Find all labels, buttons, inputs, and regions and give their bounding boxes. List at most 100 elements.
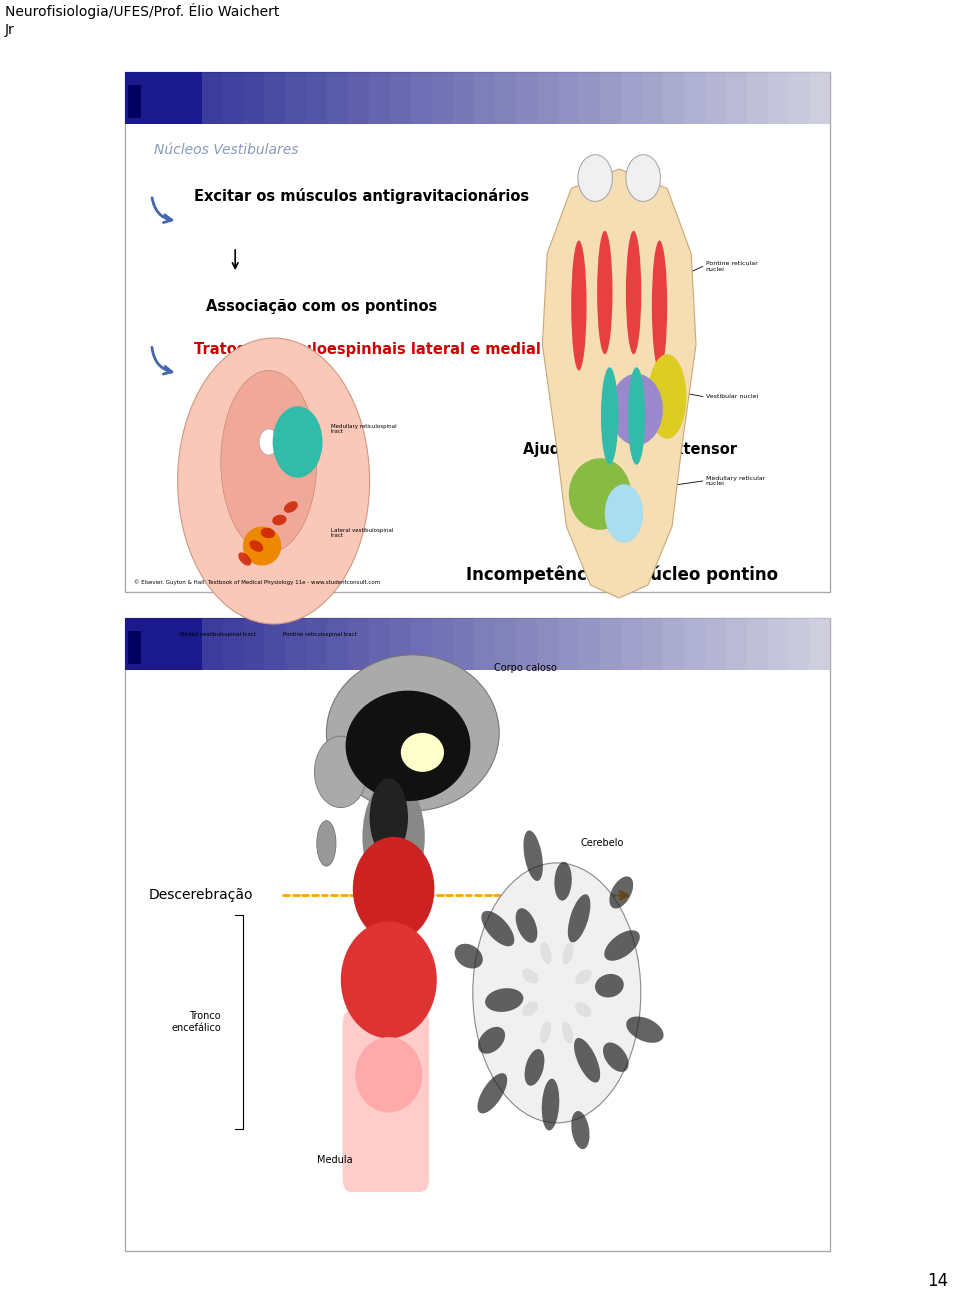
Ellipse shape [221, 370, 317, 552]
Circle shape [578, 155, 612, 202]
Ellipse shape [238, 552, 252, 566]
FancyBboxPatch shape [495, 72, 516, 124]
Ellipse shape [540, 942, 551, 965]
Ellipse shape [597, 230, 612, 354]
Text: Associação com os pontinos: Associação com os pontinos [206, 299, 438, 315]
FancyBboxPatch shape [726, 72, 747, 124]
FancyBboxPatch shape [662, 72, 684, 124]
Ellipse shape [571, 240, 587, 370]
Ellipse shape [317, 820, 336, 866]
FancyBboxPatch shape [202, 72, 223, 124]
FancyBboxPatch shape [327, 618, 348, 670]
Ellipse shape [522, 1001, 539, 1017]
Ellipse shape [595, 974, 624, 997]
Ellipse shape [273, 406, 323, 478]
Circle shape [626, 155, 660, 202]
Ellipse shape [250, 541, 263, 551]
Text: Pontine reticulospinal tract: Pontine reticulospinal tract [283, 632, 357, 637]
Ellipse shape [400, 733, 444, 772]
Text: 14: 14 [927, 1271, 948, 1290]
Ellipse shape [626, 230, 641, 354]
Ellipse shape [273, 515, 286, 525]
Ellipse shape [352, 837, 434, 941]
FancyBboxPatch shape [621, 618, 642, 670]
Ellipse shape [601, 367, 618, 464]
FancyBboxPatch shape [223, 72, 244, 124]
Text: Lateral vestibulospinal
tract: Lateral vestibulospinal tract [331, 528, 394, 538]
Ellipse shape [243, 526, 281, 566]
FancyBboxPatch shape [327, 72, 348, 124]
Text: Ajuda no padrão extensor: Ajuda no padrão extensor [523, 442, 737, 458]
FancyBboxPatch shape [125, 72, 202, 124]
Ellipse shape [541, 1079, 560, 1131]
FancyBboxPatch shape [788, 618, 809, 670]
FancyBboxPatch shape [244, 72, 265, 124]
Text: Bulbo: Bulbo [394, 1070, 422, 1080]
Ellipse shape [178, 338, 370, 624]
Ellipse shape [648, 354, 686, 438]
Ellipse shape [575, 1002, 591, 1017]
Ellipse shape [370, 779, 408, 857]
FancyBboxPatch shape [244, 618, 265, 670]
FancyBboxPatch shape [474, 618, 495, 670]
FancyBboxPatch shape [125, 72, 830, 592]
FancyBboxPatch shape [265, 618, 285, 670]
FancyBboxPatch shape [579, 72, 600, 124]
Ellipse shape [652, 240, 667, 370]
FancyBboxPatch shape [662, 618, 684, 670]
Text: Medullary reticular
nuclei: Medullary reticular nuclei [706, 476, 765, 486]
Ellipse shape [563, 1022, 573, 1044]
FancyBboxPatch shape [641, 72, 662, 124]
Text: Corpo caloso: Corpo caloso [494, 663, 557, 673]
Text: Medullary reticulospinal
tract: Medullary reticulospinal tract [331, 424, 396, 434]
Ellipse shape [516, 909, 538, 942]
Ellipse shape [626, 1017, 663, 1043]
Text: Jr: Jr [5, 23, 14, 38]
FancyBboxPatch shape [265, 72, 285, 124]
Ellipse shape [611, 373, 663, 445]
FancyBboxPatch shape [348, 618, 370, 670]
FancyBboxPatch shape [390, 72, 411, 124]
Circle shape [259, 429, 278, 455]
FancyBboxPatch shape [285, 618, 306, 670]
FancyBboxPatch shape [600, 72, 621, 124]
FancyBboxPatch shape [474, 72, 495, 124]
Text: Incompetência do núcleo pontino: Incompetência do núcleo pontino [466, 566, 778, 584]
FancyBboxPatch shape [390, 618, 411, 670]
Ellipse shape [472, 863, 641, 1123]
FancyBboxPatch shape [370, 72, 390, 124]
Ellipse shape [604, 931, 639, 961]
FancyBboxPatch shape [600, 618, 621, 670]
FancyBboxPatch shape [726, 618, 747, 670]
FancyBboxPatch shape [705, 72, 726, 124]
FancyBboxPatch shape [641, 618, 662, 670]
Ellipse shape [575, 970, 591, 984]
FancyBboxPatch shape [768, 618, 788, 670]
FancyBboxPatch shape [809, 618, 830, 670]
FancyBboxPatch shape [285, 72, 306, 124]
FancyBboxPatch shape [768, 72, 788, 124]
FancyBboxPatch shape [558, 72, 579, 124]
FancyBboxPatch shape [370, 618, 390, 670]
FancyBboxPatch shape [432, 618, 453, 670]
FancyBboxPatch shape [516, 72, 537, 124]
FancyBboxPatch shape [411, 618, 432, 670]
FancyBboxPatch shape [223, 618, 244, 670]
Ellipse shape [523, 831, 543, 881]
FancyBboxPatch shape [453, 618, 474, 670]
Ellipse shape [563, 942, 574, 965]
FancyBboxPatch shape [306, 618, 327, 670]
FancyBboxPatch shape [537, 72, 558, 124]
FancyBboxPatch shape [684, 72, 705, 124]
FancyBboxPatch shape [788, 72, 809, 124]
Ellipse shape [628, 367, 645, 464]
Ellipse shape [571, 1112, 589, 1149]
FancyBboxPatch shape [202, 618, 223, 670]
Text: Medula: Medula [317, 1154, 352, 1165]
FancyBboxPatch shape [348, 72, 370, 124]
FancyBboxPatch shape [809, 72, 830, 124]
Text: Tronco
encefálico: Tronco encefálico [171, 1011, 221, 1034]
Text: Cerebelo: Cerebelo [581, 838, 624, 849]
Ellipse shape [610, 876, 634, 909]
Ellipse shape [478, 1027, 505, 1054]
